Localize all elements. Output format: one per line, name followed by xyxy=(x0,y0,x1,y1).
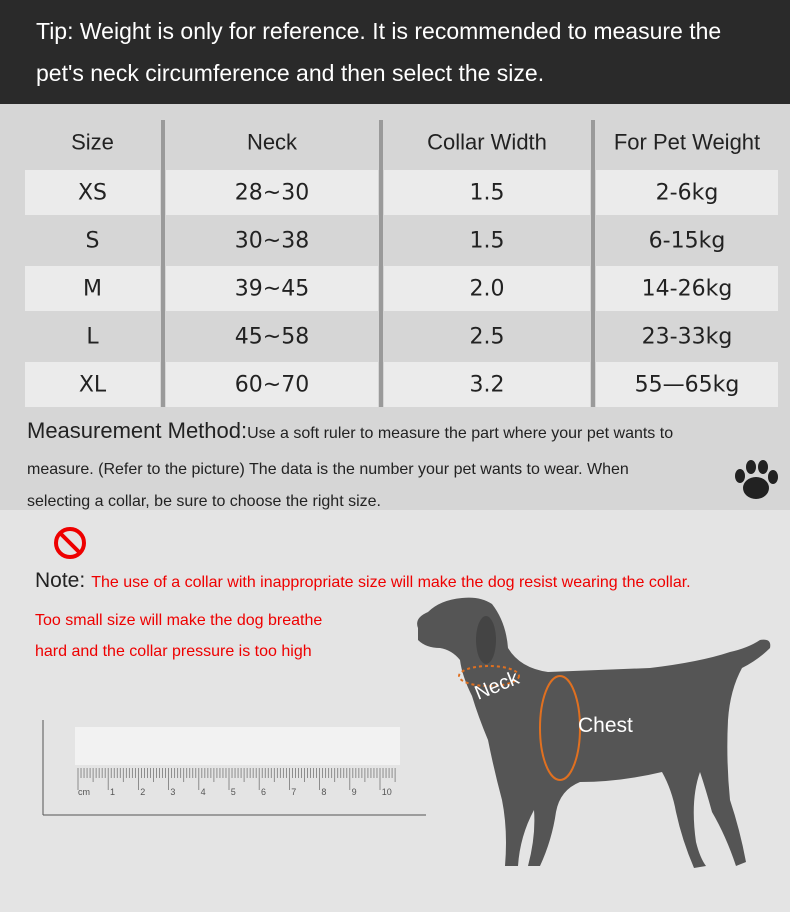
table-cell xyxy=(166,218,378,263)
table-value: M xyxy=(83,277,102,302)
table-value: 30~38 xyxy=(235,229,309,254)
table-cell xyxy=(166,362,378,407)
table-value: 6-15kg xyxy=(649,229,726,254)
measurement-text: Measurement Method:Use a soft ruler to m… xyxy=(27,418,673,443)
table-cell xyxy=(166,170,378,215)
note-line: The use of a collar with inappropriate s… xyxy=(91,574,690,591)
table-value: 3.2 xyxy=(470,373,505,398)
table-cell xyxy=(596,218,778,263)
measurement-line: selecting a collar, be sure to choose th… xyxy=(27,493,381,510)
table-cell xyxy=(384,362,590,407)
ruler-label: 7 xyxy=(291,787,296,797)
table-value: 14-26kg xyxy=(642,277,733,302)
tip-line: pet's neck circumference and then select… xyxy=(36,60,544,86)
measurement-line: Use a soft ruler to measure the part whe… xyxy=(247,425,673,442)
column-separator xyxy=(591,120,595,407)
ruler-label: 5 xyxy=(231,787,236,797)
table-cell xyxy=(25,218,160,263)
paw-icon xyxy=(735,460,778,499)
ruler-unit: cm xyxy=(78,787,90,797)
ruler-label: 9 xyxy=(352,787,357,797)
table-value: 28~30 xyxy=(235,181,309,206)
table-cell xyxy=(166,120,378,165)
ruler-label: 2 xyxy=(140,787,145,797)
tip-bar xyxy=(0,0,790,104)
table-cell xyxy=(25,266,160,311)
table-cell xyxy=(25,120,160,165)
table-value: XS xyxy=(78,181,107,206)
table-cell xyxy=(596,170,778,215)
table-value: 39~45 xyxy=(235,277,309,302)
table-value: 23-33kg xyxy=(642,325,733,350)
measurement-label: Measurement Method: xyxy=(27,418,247,443)
ruler-label: 1 xyxy=(110,787,115,797)
note-line: hard and the collar pressure is too high xyxy=(35,643,312,660)
ruler-label: 8 xyxy=(321,787,326,797)
table-value: L xyxy=(86,325,99,350)
table-header: For Pet Weight xyxy=(614,129,760,154)
ruler: cm 1 2 3 4 5 6 7 8 9 10 xyxy=(42,720,426,816)
note-line: Too small size will make the dog breathe xyxy=(35,612,322,629)
table-value: 2-6kg xyxy=(656,181,719,206)
table-value: 45~58 xyxy=(235,325,309,350)
ruler-label: 4 xyxy=(201,787,206,797)
table-value: XL xyxy=(79,373,107,398)
table-cell xyxy=(166,314,378,359)
table-value: 2.5 xyxy=(470,325,505,350)
table-cell xyxy=(384,314,590,359)
table-cell xyxy=(596,266,778,311)
table-cell xyxy=(596,362,778,407)
note-label: Note: xyxy=(35,569,85,592)
table-cell xyxy=(384,120,590,165)
table-cell xyxy=(384,266,590,311)
table-header: Size xyxy=(71,129,114,154)
prohibit-icon xyxy=(54,527,86,559)
measurement-line: measure. (Refer to the picture) The data… xyxy=(27,461,629,478)
ruler-label: 3 xyxy=(170,787,175,797)
table-cell xyxy=(384,218,590,263)
column-separator xyxy=(161,120,165,407)
ruler-label: 6 xyxy=(261,787,266,797)
ruler-label: 10 xyxy=(382,787,392,797)
table-cell xyxy=(25,314,160,359)
dog-silhouette xyxy=(417,597,771,868)
table-header: Collar Width xyxy=(427,129,547,154)
table-value: 2.0 xyxy=(470,277,505,302)
note-text: Note: The use of a collar with inappropri… xyxy=(35,569,691,592)
table-value: 60~70 xyxy=(235,373,309,398)
table-cell xyxy=(384,170,590,215)
table-value: 1.5 xyxy=(470,181,505,206)
table-cell xyxy=(25,170,160,215)
table-value: 55—65kg xyxy=(635,373,740,398)
chest-label: Chest xyxy=(578,714,633,737)
ruler-scale: cm 1 2 3 4 5 6 7 8 9 10 xyxy=(77,768,396,797)
table-value: S xyxy=(86,229,100,254)
column-separator xyxy=(379,120,383,407)
table-cell xyxy=(25,362,160,407)
table-cell xyxy=(166,266,378,311)
tip-line: Tip: Weight is only for reference. It is… xyxy=(36,18,721,44)
table-value: 1.5 xyxy=(470,229,505,254)
table-header: Neck xyxy=(247,129,298,154)
table-cell xyxy=(596,314,778,359)
size-table: Size Neck Collar Width For Pet Weight XS 28~3… xyxy=(25,120,778,407)
table-cell xyxy=(596,120,778,165)
